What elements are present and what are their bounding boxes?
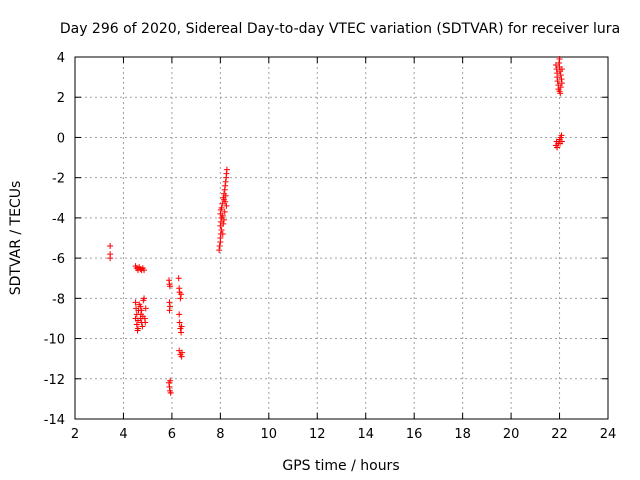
data-point-marker — [179, 349, 186, 356]
data-point-marker — [216, 243, 223, 250]
data-point-marker — [178, 329, 185, 336]
data-point-marker — [557, 90, 564, 97]
data-point-marker — [133, 321, 140, 328]
y-tick-label: -4 — [52, 212, 65, 227]
x-tick-label: 12 — [309, 427, 326, 442]
data-point-marker — [554, 144, 561, 151]
chart-title: Day 296 of 2020, Sidereal Day-to-day VTE… — [60, 21, 620, 37]
data-point-marker — [223, 166, 230, 173]
y-tick-label: 2 — [57, 91, 65, 106]
y-tick-label: -6 — [52, 252, 65, 267]
data-point-marker — [141, 267, 148, 274]
x-tick-label: 20 — [503, 427, 520, 442]
data-point-marker — [134, 327, 141, 334]
data-point-marker — [556, 56, 563, 63]
x-axis-label: GPS time / hours — [282, 458, 399, 474]
y-tick-label: -14 — [44, 413, 65, 428]
x-tick-label: 16 — [406, 427, 423, 442]
data-point-marker — [137, 303, 144, 310]
x-tick-label: 6 — [168, 427, 176, 442]
data-point-marker — [557, 84, 564, 91]
data-point-marker — [557, 140, 564, 147]
data-point-marker — [167, 389, 174, 396]
plot-frame — [74, 56, 609, 420]
data-point-marker — [220, 196, 227, 203]
data-point-marker — [176, 319, 183, 326]
data-point-marker — [137, 315, 144, 322]
data-point-marker — [166, 307, 173, 314]
x-tick-label: 10 — [261, 427, 278, 442]
data-point-marker — [558, 66, 565, 73]
data-point-marker — [221, 208, 228, 215]
y-tick-label: -2 — [52, 172, 65, 187]
x-tick-label: 24 — [600, 427, 617, 442]
x-tick-label: 22 — [551, 427, 568, 442]
data-point-marker — [218, 226, 225, 233]
x-tick-label: 8 — [216, 427, 224, 442]
data-point-marker — [132, 299, 139, 306]
data-point-marker — [220, 216, 227, 223]
data-point-marker — [558, 80, 565, 87]
y-tick-label: -8 — [52, 292, 65, 307]
data-point-marker — [141, 295, 148, 302]
data-point-marker — [142, 319, 149, 326]
data-point-marker — [218, 204, 225, 211]
data-point-marker — [139, 323, 146, 330]
y-tick-label: -12 — [44, 373, 65, 388]
data-point-marker — [166, 283, 173, 290]
x-tick-label: 2 — [71, 427, 79, 442]
data-point-marker — [177, 295, 184, 302]
data-point-marker — [219, 230, 226, 237]
y-tick-label: 4 — [57, 51, 65, 66]
data-points — [107, 56, 565, 396]
data-point-marker — [107, 255, 114, 262]
data-point-marker — [175, 275, 182, 282]
data-point-marker — [223, 202, 230, 209]
data-point-marker — [142, 305, 149, 312]
y-axis-label: SDTVAR / TECUs — [8, 181, 24, 296]
y-tick-label: 0 — [57, 131, 65, 146]
data-point-marker — [178, 323, 185, 330]
data-point-marker — [107, 243, 114, 250]
data-point-marker — [219, 212, 226, 219]
x-tick-label: 14 — [357, 427, 374, 442]
x-tick-label: 18 — [454, 427, 471, 442]
data-point-marker — [176, 311, 183, 318]
grid-lines — [75, 57, 608, 419]
data-point-marker — [167, 377, 174, 384]
data-point-marker — [552, 62, 559, 69]
y-tick-label: -10 — [44, 333, 65, 348]
data-point-marker — [178, 291, 185, 298]
data-point-marker — [222, 192, 229, 199]
data-point-marker — [554, 78, 561, 85]
data-point-marker — [558, 132, 565, 139]
data-point-marker — [138, 307, 145, 314]
data-point-marker — [557, 72, 564, 79]
data-point-marker — [220, 220, 227, 227]
x-tick-label: 4 — [119, 427, 127, 442]
